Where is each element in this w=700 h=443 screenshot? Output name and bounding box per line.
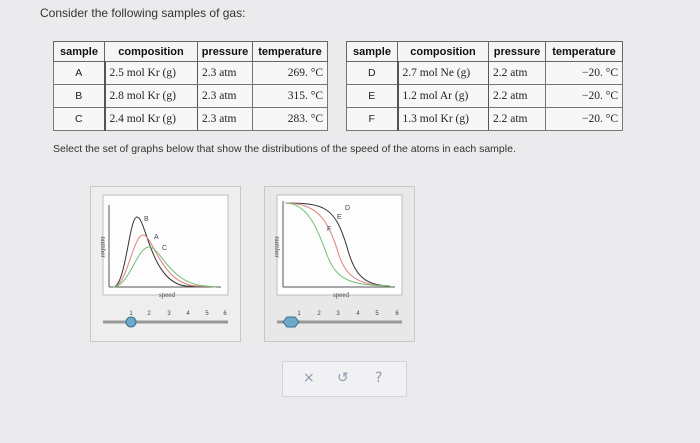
sample-label: F: [346, 107, 398, 131]
pressure-cell: 2.3 atm: [197, 61, 253, 85]
slider-tick: 5: [375, 311, 379, 317]
y-axis-label: number: [99, 236, 107, 258]
slider-handle[interactable]: [282, 316, 300, 328]
curve-label-a: A: [154, 234, 159, 241]
curve-green: [284, 202, 391, 287]
col-header-temperature: temperature: [252, 41, 328, 62]
pressure-cell: 2.3 atm: [197, 107, 253, 131]
composition-cell: 2.7 mol Ne (g): [396, 61, 489, 85]
table-row: E 1.2 mol Ar (g) 2.2 atm −20. °C: [346, 84, 623, 108]
x-axis-label: speed: [159, 291, 175, 299]
curve-label-f: F: [327, 226, 331, 233]
slider-ticks: 1 2 3 4 5 6: [297, 311, 399, 317]
col-header-pressure: pressure: [488, 41, 546, 62]
sample-label: C: [53, 107, 105, 131]
col-header-pressure: pressure: [197, 41, 253, 62]
table-header-row: sample composition pressure temperature: [346, 41, 623, 62]
slider-tick: 1: [129, 311, 133, 317]
temperature-cell: 315. °C: [252, 84, 328, 108]
graph-option-left[interactable]: number speed B A C 1 2 3 4 5 6: [90, 186, 241, 342]
curve-black: [284, 202, 391, 287]
sample-label: A: [53, 61, 105, 85]
curve-label-e: E: [337, 214, 342, 221]
table-row: A 2.5 mol Kr (g) 2.3 atm 269. °C: [53, 61, 328, 85]
graph-right-svg: number speed D E F 1 2 3 4 5 6: [273, 194, 403, 328]
slider-tick: 5: [205, 311, 209, 317]
instruction-text: Select the set of graphs below that show…: [53, 143, 516, 155]
slider-tick: 6: [395, 311, 399, 317]
clear-icon[interactable]: ×: [303, 370, 315, 386]
col-header-sample: sample: [53, 41, 105, 62]
graph-option-right[interactable]: number speed D E F 1 2 3 4 5 6: [264, 186, 415, 342]
col-header-temperature: temperature: [545, 41, 623, 62]
answer-toolbar: × ↺ ?: [282, 361, 407, 397]
help-icon[interactable]: ?: [375, 370, 383, 386]
graph-left-svg: number speed B A C 1 2 3 4 5 6: [99, 194, 229, 328]
pressure-cell: 2.2 atm: [488, 61, 546, 85]
col-header-composition: composition: [397, 41, 489, 62]
temperature-cell: 283. °C: [252, 107, 328, 131]
col-header-sample: sample: [346, 41, 398, 62]
composition-cell: 2.4 mol Kr (g): [103, 107, 198, 131]
composition-cell: 2.8 mol Kr (g): [103, 84, 198, 108]
curve-label-d: D: [345, 205, 350, 212]
plot-area: [102, 194, 229, 296]
samples-table-right: sample composition pressure temperature …: [346, 41, 623, 131]
slider-tick: 1: [297, 311, 301, 317]
slider-ticks: 1 2 3 4 5 6: [129, 311, 227, 317]
temperature-cell: −20. °C: [545, 61, 623, 85]
slider-tick: 4: [356, 311, 360, 317]
pressure-cell: 2.2 atm: [488, 107, 546, 131]
slider-handle[interactable]: [125, 316, 137, 328]
curve-label-b: B: [144, 216, 149, 223]
slider-tick: 6: [223, 311, 227, 317]
table-header-row: sample composition pressure temperature: [53, 41, 328, 62]
curve-green: [112, 246, 217, 288]
pressure-cell: 2.3 atm: [197, 84, 253, 108]
pressure-cell: 2.2 atm: [488, 84, 546, 108]
slider-tick: 4: [186, 311, 190, 317]
temperature-cell: −20. °C: [545, 107, 623, 131]
sample-label: E: [346, 84, 398, 108]
temperature-cell: −20. °C: [545, 84, 623, 108]
question-prompt: Consider the following samples of gas:: [40, 6, 246, 20]
composition-cell: 1.3 mol Kr (g): [396, 107, 489, 131]
slider-tick: 3: [167, 311, 171, 317]
slider-tick: 2: [317, 311, 321, 317]
composition-cell: 1.2 mol Ar (g): [396, 84, 489, 108]
plot-area: [276, 194, 403, 296]
composition-cell: 2.5 mol Kr (g): [103, 61, 198, 85]
samples-table-left: sample composition pressure temperature …: [53, 41, 328, 131]
table-row: D 2.7 mol Ne (g) 2.2 atm −20. °C: [346, 61, 623, 85]
x-axis-label: speed: [333, 291, 349, 299]
table-row: F 1.3 mol Kr (g) 2.2 atm −20. °C: [346, 107, 623, 131]
table-row: C 2.4 mol Kr (g) 2.3 atm 283. °C: [53, 107, 328, 131]
col-header-composition: composition: [104, 41, 198, 62]
curve-red: [112, 234, 217, 288]
temperature-cell: 269. °C: [252, 61, 328, 85]
slider-tick: 3: [336, 311, 340, 317]
undo-icon[interactable]: ↺: [337, 370, 349, 386]
curve-black: [112, 216, 217, 288]
sample-label: B: [53, 84, 105, 108]
slider-tick: 2: [147, 311, 151, 317]
curve-red: [284, 202, 391, 287]
sample-label: D: [346, 61, 398, 85]
y-axis-label: number: [273, 236, 281, 258]
table-row: B 2.8 mol Kr (g) 2.3 atm 315. °C: [53, 84, 328, 108]
curve-label-c: C: [162, 245, 167, 252]
